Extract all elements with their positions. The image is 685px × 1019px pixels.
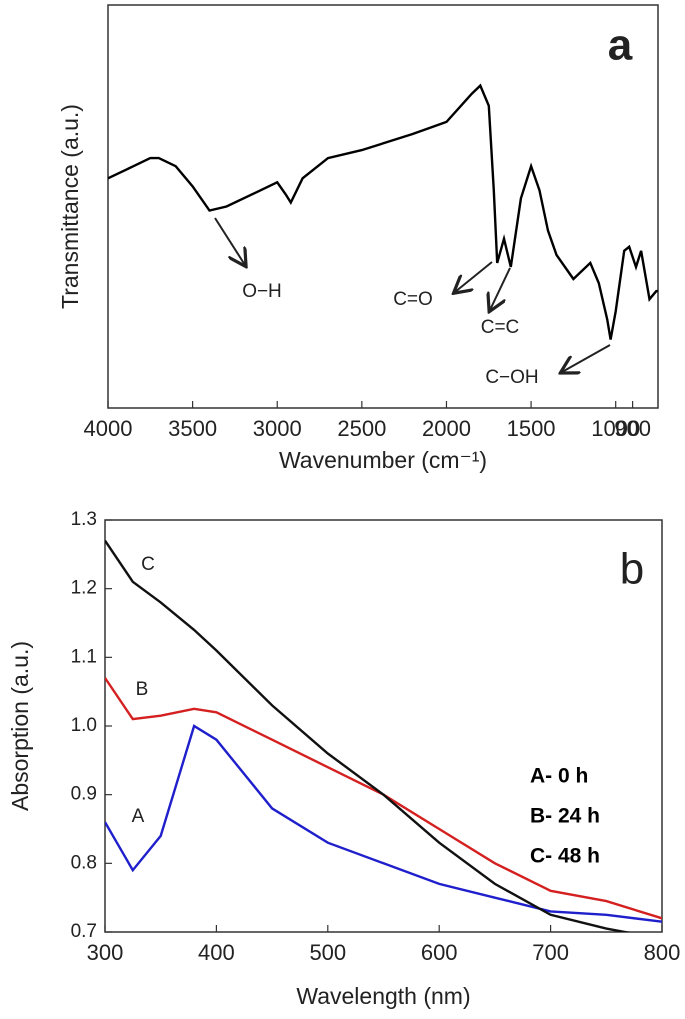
x-tick-label: 500 (309, 940, 346, 965)
plot-frame (107, 4, 659, 409)
y-axis-label: Transmittance (a.u.) (57, 104, 83, 309)
data-line (105, 724, 662, 923)
y-tick-label: 1.1 (71, 646, 97, 667)
x-tick-label: 300 (87, 940, 124, 965)
legend-entry: C- 48 h (530, 845, 600, 868)
arrow (490, 267, 511, 310)
annotation: A (132, 806, 145, 827)
data-line (108, 83, 658, 340)
data-line (105, 539, 632, 932)
x-tick-label: 2000 (422, 416, 471, 441)
arrow (214, 217, 245, 265)
arrow (455, 261, 493, 292)
annotation: B (136, 679, 149, 700)
y-tick-label: 1.2 (71, 578, 97, 599)
x-tick-label: 1500 (507, 416, 556, 441)
annotation: C (141, 554, 155, 575)
x-tick-label: 1000 (591, 416, 640, 441)
x-tick-label: 400 (198, 940, 235, 965)
annotation: C−OH (485, 367, 538, 388)
x-tick-label: 800 (644, 940, 681, 965)
y-tick-label: 1.3 (71, 509, 97, 530)
x-axis-label: Wavelength (nm) (296, 983, 470, 1009)
annotation: O−H (242, 281, 282, 302)
legend-entry: A- 0 h (530, 765, 588, 788)
panel-label: b (620, 545, 644, 594)
y-tick-label: 1.0 (71, 715, 97, 736)
x-tick-label: 700 (532, 940, 569, 965)
annotation: C=O (393, 289, 433, 310)
y-axis-label: Absorption (a.u.) (7, 641, 33, 811)
arrow (562, 344, 611, 372)
annotation: C=C (481, 317, 520, 338)
x-tick-label: 4000 (84, 416, 133, 441)
x-tick-label: 900 (614, 416, 651, 441)
plot-frame (104, 519, 663, 933)
y-tick-label: 0.9 (71, 784, 97, 805)
data-line (105, 677, 662, 920)
x-tick-label: 2500 (337, 416, 386, 441)
x-tick-label: 600 (421, 940, 458, 965)
panel-label: a (608, 21, 633, 70)
y-tick-label: 0.8 (71, 852, 97, 873)
x-axis-label: Wavenumber (cm⁻¹) (279, 447, 487, 473)
legend-entry: B- 24 h (530, 805, 600, 828)
x-tick-label: 3000 (253, 416, 302, 441)
y-tick-label: 0.7 (71, 921, 97, 942)
x-tick-label: 3500 (168, 416, 217, 441)
